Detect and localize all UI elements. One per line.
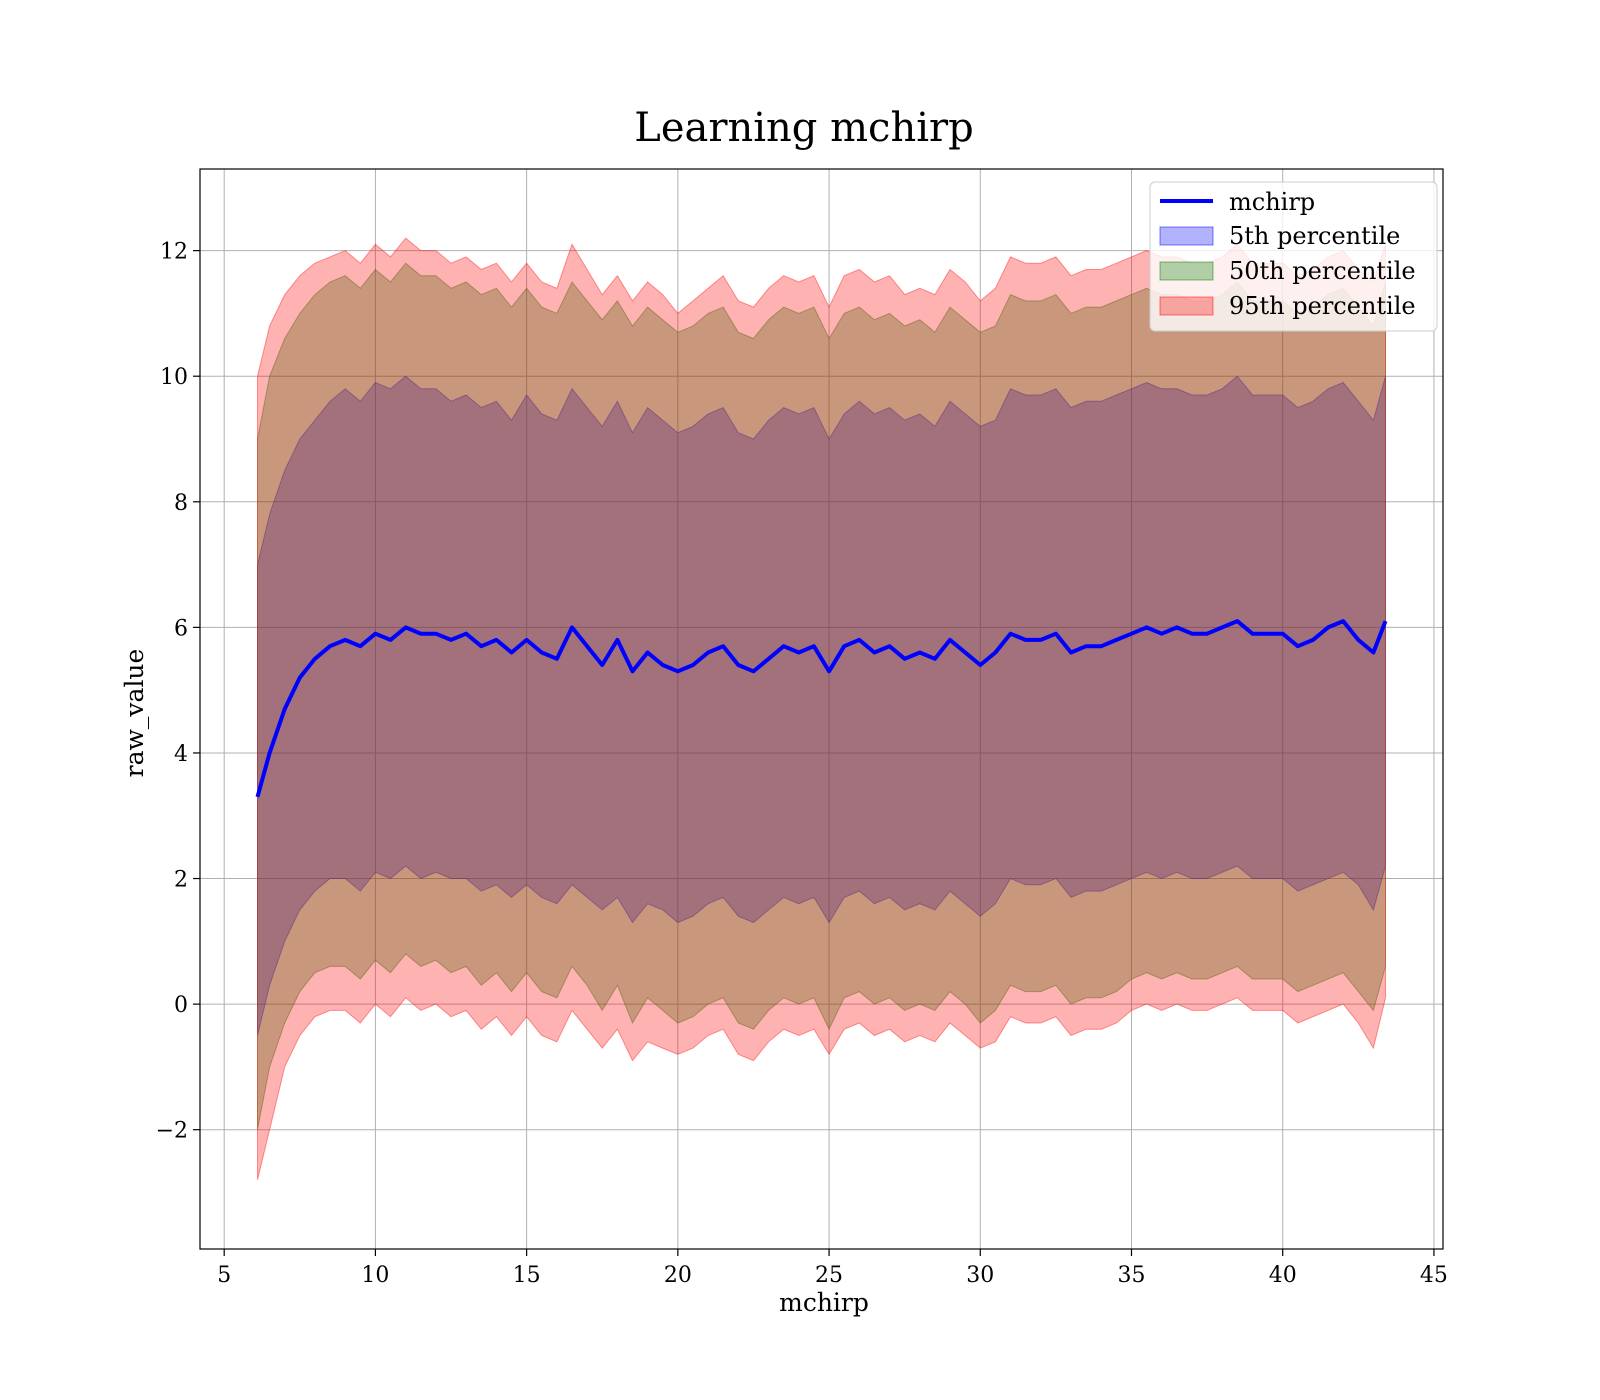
axes-frame xyxy=(199,168,1444,1250)
grid xyxy=(200,169,1443,1249)
x-tick-label: 45 xyxy=(1420,1263,1448,1288)
y-tick-label: 4 xyxy=(174,742,188,767)
x-tick-label: 5 xyxy=(217,1263,231,1288)
y-tick-label: 6 xyxy=(174,616,188,641)
series-lines xyxy=(255,619,1388,798)
x-axis-label: mchirp xyxy=(779,1288,869,1317)
legend-label-50th-percentile: 50th percentile xyxy=(1229,257,1416,285)
plot-area xyxy=(199,168,1444,1250)
x-tick-label: 25 xyxy=(815,1263,843,1288)
legend-swatch-95th-percentile xyxy=(1159,296,1214,316)
series-line-mchirp xyxy=(255,619,1388,798)
legend-frame xyxy=(1149,181,1438,332)
percentile-bands xyxy=(257,237,1386,1181)
legend-swatch-5th-percentile xyxy=(1159,226,1214,246)
x-tick-label: 35 xyxy=(1117,1263,1145,1288)
y-axis-ticks: −2 0 2 4 6 8 10 12 xyxy=(156,240,200,1144)
legend-swatch-50th-percentile xyxy=(1159,261,1214,281)
x-tick-label: 10 xyxy=(361,1263,389,1288)
x-axis-ticks: 5 10 15 20 25 30 35 40 45 xyxy=(217,1249,1448,1288)
y-tick-label: 2 xyxy=(174,868,188,893)
chart-title: Learning mchirp xyxy=(634,105,973,151)
band-95th-percentile xyxy=(257,237,1386,1181)
x-tick-label: 15 xyxy=(513,1263,541,1288)
y-tick-label: 10 xyxy=(160,365,188,390)
y-tick-label: 12 xyxy=(160,240,188,265)
y-tick-label: 0 xyxy=(174,993,188,1018)
band-5th-percentile xyxy=(257,375,1386,1036)
legend-label-95th-percentile: 95th percentile xyxy=(1229,292,1416,320)
y-tick-label: 8 xyxy=(174,491,188,516)
y-axis-label: raw_value xyxy=(120,649,149,778)
legend-label-5th-percentile: 5th percentile xyxy=(1229,222,1400,250)
y-tick-label: −2 xyxy=(156,1119,188,1144)
legend-label-mchirp: mchirp xyxy=(1229,188,1315,216)
band-50th-percentile xyxy=(257,262,1386,1130)
legend: mchirp 5th percentile 50th percentile 95… xyxy=(1149,181,1438,332)
x-tick-label: 20 xyxy=(664,1263,692,1288)
x-tick-label: 30 xyxy=(966,1263,994,1288)
x-tick-label: 40 xyxy=(1269,1263,1297,1288)
